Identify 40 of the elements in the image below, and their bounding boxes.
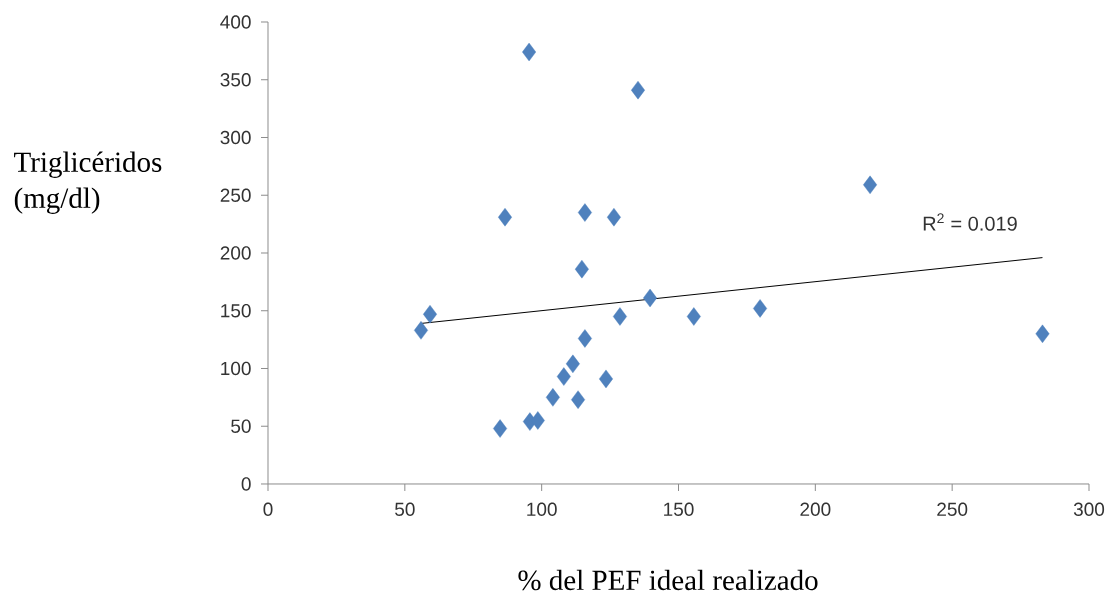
point	[612, 307, 627, 326]
point	[863, 175, 878, 195]
point	[545, 388, 560, 407]
x-tick-label: 300	[1073, 502, 1105, 516]
x-tick-label: 0	[263, 502, 273, 516]
point	[498, 207, 512, 227]
point	[565, 354, 580, 374]
x-tick-label: 100	[527, 502, 557, 516]
y-tick-label: 0	[241, 477, 251, 491]
y-axis-title: Triglicéridos (mg/dl)	[14, 151, 162, 214]
point	[577, 203, 592, 222]
point	[686, 307, 701, 326]
point	[606, 207, 621, 227]
point	[556, 367, 571, 386]
x-tick-label: 250	[937, 502, 968, 516]
y-tick-label: 100	[221, 361, 251, 376]
y-tick-label: 300	[220, 130, 251, 145]
y-tick-label: 150	[221, 304, 251, 318]
point	[414, 321, 428, 340]
y-tick-label: 200	[220, 246, 251, 260]
y-tick-label: 50	[231, 419, 251, 433]
y-tick-label: 350	[220, 73, 251, 87]
point	[423, 305, 437, 324]
point	[577, 329, 592, 348]
point	[574, 259, 589, 279]
point	[522, 42, 537, 62]
point	[1035, 324, 1050, 344]
y-tick-label: 400	[220, 15, 251, 29]
x-tick-label: 50	[395, 502, 415, 516]
point	[753, 299, 767, 318]
point	[643, 288, 657, 308]
y-tick-label: 250	[220, 188, 251, 202]
point	[599, 369, 613, 389]
point	[493, 419, 508, 438]
x-tick-label: 200	[800, 502, 831, 516]
annotation: R$^{2}$ = 0.019	[923, 213, 1017, 231]
x-axis-title: % del PEF ideal realizado	[518, 569, 818, 591]
x-tick-label: 150	[664, 502, 694, 516]
point	[571, 390, 586, 409]
point	[631, 80, 645, 100]
